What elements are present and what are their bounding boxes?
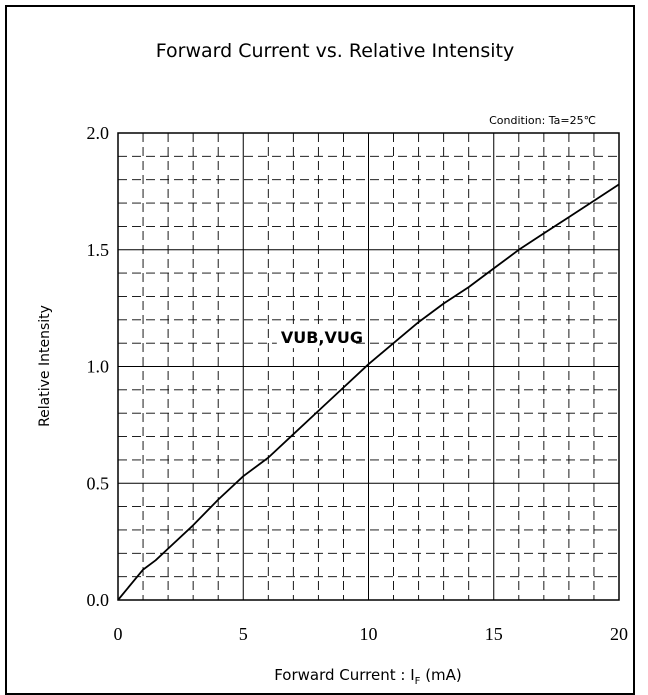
x-tick-label: 15 — [485, 624, 503, 644]
series-line — [117, 183, 620, 601]
x-axis-label-subscript: F — [415, 676, 421, 687]
series-label-background — [276, 326, 352, 349]
x-tick-label: 20 — [610, 624, 628, 644]
y-tick-labels: 0.0 0.5 1.0 1.5 2.0 — [87, 123, 110, 610]
x-axis-label-main: Forward Current : I — [274, 666, 414, 684]
x-tick-label: 5 — [239, 624, 248, 644]
series-label: VUB,VUG — [281, 328, 363, 347]
y-tick-label: 0.0 — [87, 590, 110, 610]
x-tick-label: 10 — [360, 624, 378, 644]
plot-area-border — [117, 132, 620, 601]
x-axis-label: Forward Current : IF (mA) — [274, 666, 462, 687]
y-tick-label: 0.5 — [87, 473, 110, 493]
x-axis-label-unit: (mA) — [420, 666, 461, 684]
grid — [118, 133, 619, 600]
y-tick-label: 2.0 — [87, 123, 110, 143]
condition-label: Condition: Ta=25℃ — [489, 114, 596, 127]
x-tick-labels: 0 5 10 15 20 — [114, 624, 629, 644]
y-tick-label: 1.0 — [87, 357, 110, 377]
x-tick-label: 0 — [114, 624, 123, 644]
y-tick-label: 1.5 — [87, 240, 110, 260]
y-axis-label: Relative Intensity — [37, 305, 53, 427]
chart-title: Forward Current vs. Relative Intensity — [156, 40, 514, 62]
series-layer: VUB,VUG — [117, 183, 620, 601]
